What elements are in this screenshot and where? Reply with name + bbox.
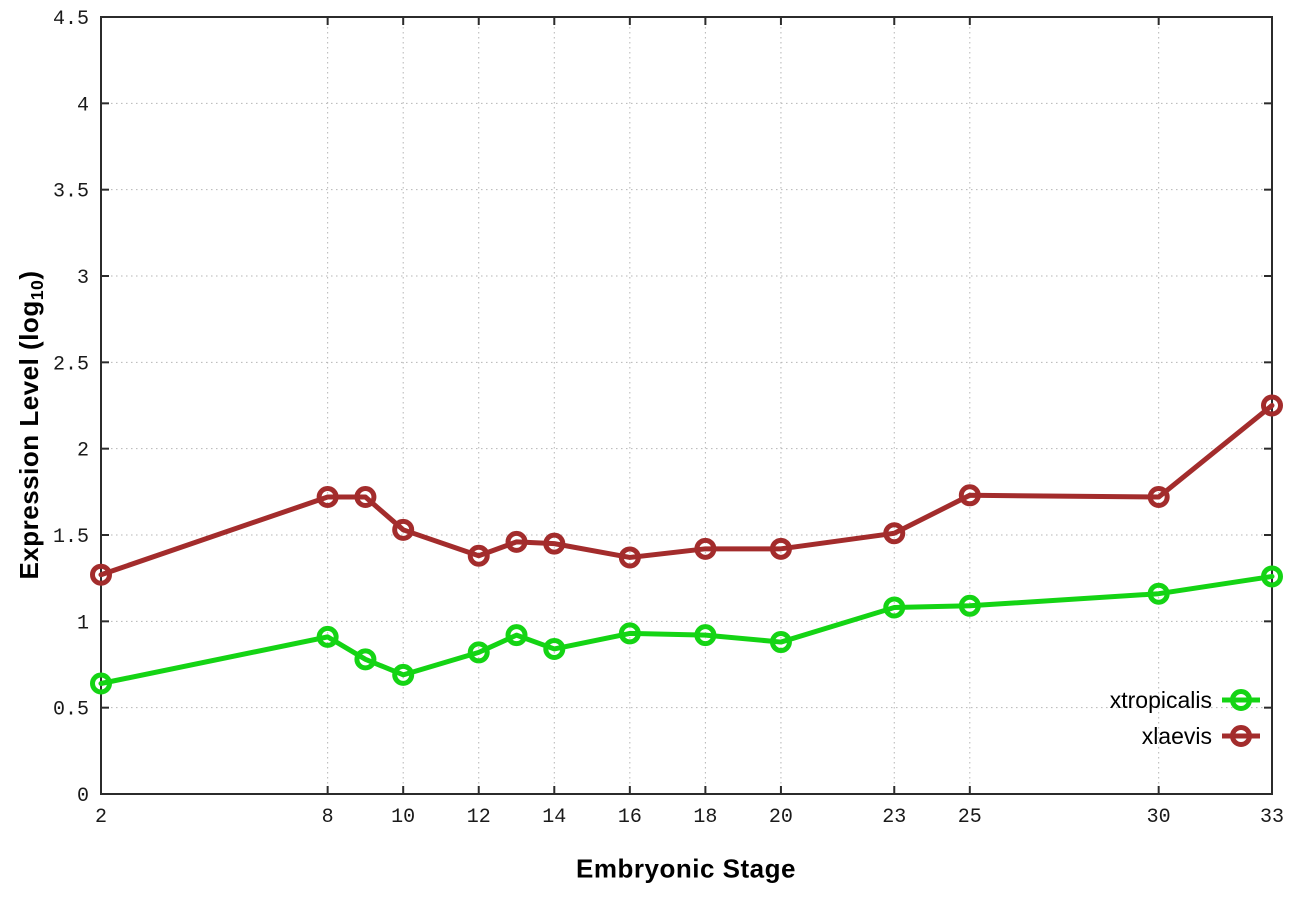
series-line-xtropicalis — [98, 573, 1275, 686]
data-point-xlaevis — [505, 530, 528, 553]
data-point-xlaevis — [1261, 394, 1283, 417]
y-tick-label: 0 — [77, 785, 89, 808]
data-point-xtropicalis — [883, 596, 906, 619]
y-axis-title: Expression Level (log10) — [14, 270, 48, 579]
data-point-xlaevis — [769, 537, 792, 560]
data-point-xlaevis — [694, 537, 717, 560]
data-point-xtropicalis — [694, 624, 717, 647]
y-tick-label: 2.5 — [53, 353, 89, 376]
y-axis-title-main: Expression Level (log — [14, 300, 45, 580]
data-point-xlaevis — [618, 546, 641, 569]
y-axis-title-subscript: 10 — [26, 279, 47, 301]
x-tick-label: 30 — [1147, 806, 1171, 829]
legend-item-xlaevis: xlaevis — [1110, 718, 1260, 754]
legend-item-xtropicalis: xtropicalis — [1110, 682, 1260, 718]
data-point-xtropicalis — [354, 648, 377, 671]
x-tick-label: 25 — [958, 806, 982, 829]
y-tick-label: 3 — [77, 267, 89, 290]
x-tick-label: 33 — [1260, 806, 1284, 829]
data-point-xtropicalis — [316, 625, 339, 648]
y-tick-label: 0.5 — [53, 699, 89, 722]
y-tick-label: 1.5 — [53, 526, 89, 549]
plot-border — [100, 16, 1273, 795]
data-point-xlaevis — [543, 532, 566, 555]
data-point-xlaevis — [392, 518, 415, 541]
data-point-xtropicalis — [958, 594, 981, 617]
x-tick-label: 2 — [95, 806, 107, 829]
x-tick-label: 18 — [693, 806, 717, 829]
y-tick-label: 3.5 — [53, 181, 89, 204]
x-tick-label: 23 — [882, 806, 906, 829]
x-tick-label: 16 — [618, 806, 642, 829]
legend: xtropicalis xlaevis — [1110, 682, 1260, 754]
legend-label-xtropicalis: xtropicalis — [1109, 686, 1212, 713]
legend-marker-xlaevis — [1222, 725, 1260, 747]
y-tick-label: 2 — [77, 440, 89, 463]
y-tick-label: 4 — [77, 94, 89, 117]
data-point-xtropicalis — [618, 622, 641, 645]
legend-label-xlaevis: xlaevis — [1141, 722, 1212, 749]
data-point-xtropicalis — [1147, 582, 1170, 605]
x-tick-label: 10 — [391, 806, 415, 829]
data-point-xtropicalis — [769, 631, 792, 654]
data-point-xlaevis — [354, 486, 377, 509]
y-axis-title-close: ) — [14, 270, 45, 280]
data-point-xlaevis — [467, 544, 490, 567]
data-point-xtropicalis — [392, 663, 415, 686]
data-point-xtropicalis — [90, 672, 112, 695]
y-tick-label: 4.5 — [53, 8, 89, 31]
data-point-xtropicalis — [467, 641, 490, 664]
x-tick-label: 12 — [467, 806, 491, 829]
x-tick-label: 8 — [322, 806, 334, 829]
data-point-xlaevis — [316, 486, 339, 509]
series-line-xlaevis — [98, 403, 1275, 578]
x-tick-label: 14 — [542, 806, 566, 829]
data-point-xlaevis — [90, 563, 112, 586]
x-axis-title: Embryonic Stage — [576, 853, 796, 884]
data-point-xlaevis — [958, 484, 981, 507]
data-point-xtropicalis — [505, 624, 528, 647]
x-tick-label: 20 — [769, 806, 793, 829]
data-point-xlaevis — [883, 522, 906, 545]
y-tick-label: 1 — [77, 612, 89, 635]
data-point-xlaevis — [1147, 486, 1170, 509]
legend-marker-xtropicalis — [1222, 689, 1260, 711]
data-point-xtropicalis — [543, 637, 566, 660]
data-point-xtropicalis — [1261, 565, 1283, 588]
